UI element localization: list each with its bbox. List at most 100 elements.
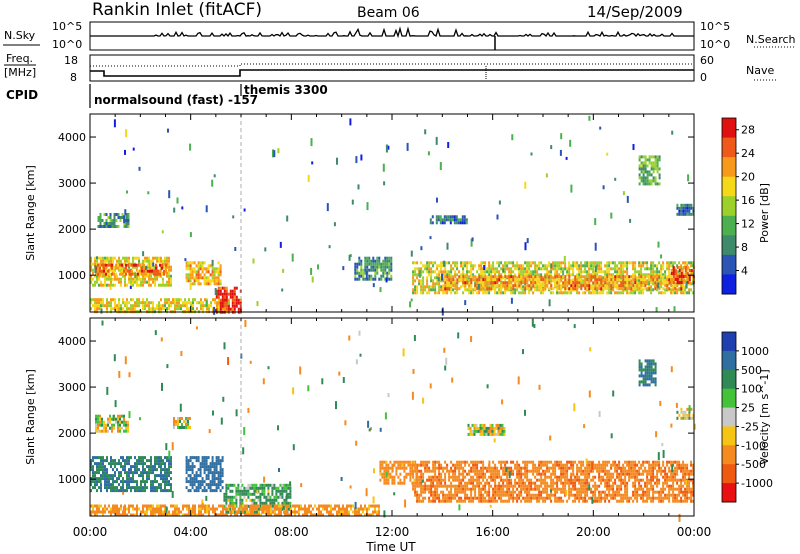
echo-cell <box>374 268 377 272</box>
echo-cell <box>590 287 593 291</box>
echo-cell <box>526 484 529 488</box>
echo-cell <box>114 462 116 466</box>
echo-cell <box>175 420 177 423</box>
echo-cell <box>484 270 487 274</box>
echo-cell <box>110 274 112 278</box>
echo-cell <box>386 274 389 278</box>
echo-cell <box>104 256 106 260</box>
echo-cell <box>211 459 214 463</box>
echo-cell <box>420 270 423 274</box>
echo-cell <box>676 281 679 284</box>
echo-cell <box>390 262 393 266</box>
echo-cell <box>528 493 531 497</box>
echo-cell <box>458 484 461 488</box>
echo-cell <box>536 487 539 491</box>
echo-cell <box>562 261 565 265</box>
echo-cell <box>322 513 324 517</box>
echo-cell <box>142 304 144 308</box>
echo-cell <box>544 287 547 291</box>
echo-cell <box>92 283 94 287</box>
echo-cell <box>446 469 449 473</box>
echo-cell <box>281 492 284 496</box>
echo-cell <box>187 273 190 277</box>
echo-cell <box>110 307 112 311</box>
echo-cell <box>205 279 208 283</box>
echo-cell <box>119 417 121 421</box>
echo-cell <box>646 173 649 177</box>
echo-cell <box>540 267 543 271</box>
echo-cell <box>500 284 503 288</box>
echo-cell <box>342 504 344 508</box>
echo-cell <box>464 499 467 503</box>
echo-cell <box>412 279 415 283</box>
echo-cell <box>512 460 515 464</box>
echo-cell <box>634 281 637 285</box>
echo-cell <box>144 307 146 311</box>
echo-cell <box>414 493 417 497</box>
echo-cell <box>100 304 102 308</box>
echo-cell <box>476 287 479 291</box>
beam-label: Beam 06 <box>357 5 420 21</box>
echo-cell <box>251 483 254 487</box>
echo-cell <box>285 489 288 493</box>
echo-cell <box>328 510 330 514</box>
echo-cell <box>272 510 274 514</box>
echo-cell <box>98 477 100 481</box>
echo-cell <box>520 481 523 485</box>
echo-cell <box>179 417 181 420</box>
echo-cell <box>152 489 154 493</box>
echo-cell <box>616 270 619 274</box>
echo-cell <box>267 498 270 502</box>
echo-cell <box>203 489 206 493</box>
echo-cell <box>101 219 104 222</box>
echo-cell <box>145 272 147 276</box>
echo-cell <box>536 499 539 503</box>
echo-cell <box>508 287 511 291</box>
echo-cell <box>518 463 521 467</box>
y-tick-label: 2000 <box>58 223 86 236</box>
echo-cell <box>90 256 92 260</box>
echo-cell <box>436 493 439 497</box>
echo-cell <box>205 465 208 469</box>
echo-cell <box>126 462 128 466</box>
echo-cell <box>444 287 447 291</box>
echo-cell <box>213 279 216 283</box>
echo-cell <box>614 267 617 271</box>
echo-cell <box>114 471 116 475</box>
echo-cell <box>462 499 465 503</box>
echo-cell <box>610 261 613 265</box>
echo-cell <box>680 287 683 291</box>
echo-cell <box>650 291 653 295</box>
echo-cell <box>136 465 138 469</box>
echo-cell <box>116 480 118 484</box>
echo-cell <box>459 218 462 222</box>
echo-cell <box>370 513 372 517</box>
echo-cell <box>480 279 483 283</box>
echo-cell <box>588 278 591 282</box>
echo-cell <box>257 486 260 490</box>
echo-cell <box>638 291 641 295</box>
echo-cell <box>214 298 216 302</box>
echo-cell <box>494 481 497 485</box>
echo-cell <box>108 283 110 287</box>
echo-cell <box>526 264 529 268</box>
echo-cell <box>366 268 369 272</box>
echo-cell <box>110 474 112 478</box>
echo-cell <box>160 465 162 469</box>
echo-cell <box>267 492 270 496</box>
echo-cell <box>462 490 465 494</box>
echo-cell <box>252 504 254 508</box>
echo-cell <box>95 423 97 427</box>
echo-cell <box>147 191 150 195</box>
echo-cell <box>283 486 286 490</box>
echo-cell <box>107 269 109 273</box>
echo-cell <box>658 291 661 295</box>
echo-cell <box>94 256 96 260</box>
echo-cell <box>142 307 144 311</box>
echo-cell <box>684 266 687 269</box>
echo-cell <box>435 221 438 225</box>
echo-cell <box>460 496 463 500</box>
echo-cell <box>239 298 242 302</box>
echo-cell <box>244 507 246 511</box>
echo-cell <box>486 278 489 282</box>
